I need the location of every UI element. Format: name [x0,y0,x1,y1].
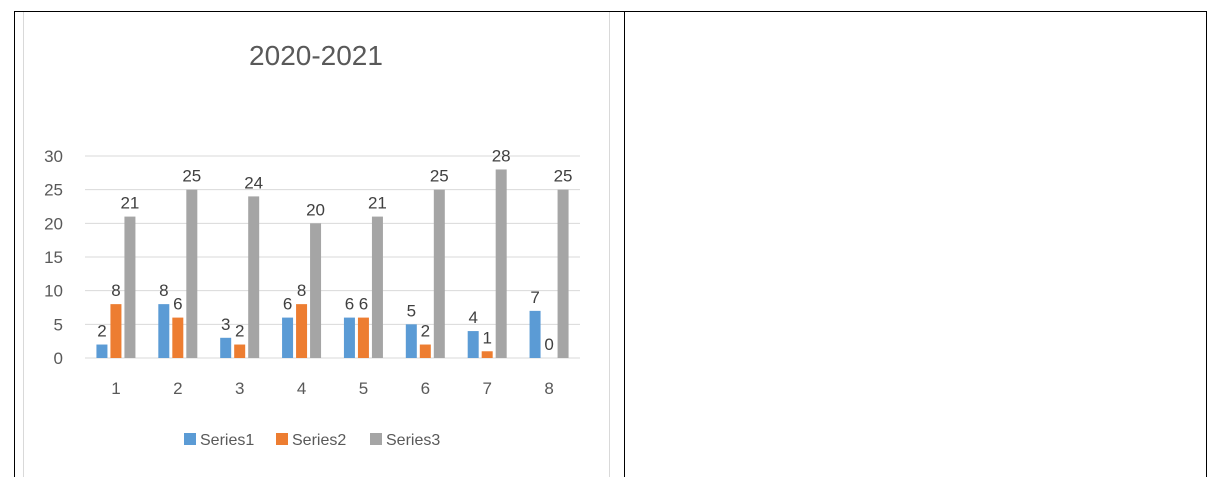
bar-series3-7 [495,169,507,358]
x-tick-label: 8 [544,379,553,398]
y-tick-label: 30 [44,147,63,166]
legend-swatch-series3 [370,433,382,445]
bar-series3-4 [310,223,322,358]
data-label: 1 [482,328,491,347]
data-label: 2 [97,322,106,341]
data-label: 8 [111,281,120,300]
bar-series2-4 [296,304,308,358]
data-label: 25 [182,167,201,186]
data-label: 3 [221,315,230,334]
bar-series1-7 [467,331,479,358]
data-label: 7 [530,288,539,307]
bar-series3-2 [186,189,198,358]
data-label: 20 [306,200,325,219]
data-label: 24 [244,173,263,192]
bar-series3-5 [371,216,383,358]
x-tick-label: 4 [297,379,306,398]
data-label: 6 [359,295,368,314]
bar-series1-1 [96,344,108,358]
data-label: 0 [544,335,553,354]
y-tick-label: 25 [44,181,63,200]
x-axis-tick-labels: 1 2 3 4 5 6 7 8 [111,379,554,398]
bar-series1-6 [405,324,417,358]
bar-series3-8 [557,189,569,358]
legend-label-series1: Series1 [200,432,254,449]
table-top-border [14,11,1207,12]
legend: Series1 Series2 Series3 [184,432,440,449]
data-label: 5 [407,301,416,320]
data-label: 8 [159,281,168,300]
x-tick-label: 2 [173,379,182,398]
bar-series2-3 [234,344,246,358]
legend-swatch-series1 [184,433,196,445]
bar-series1-5 [343,317,355,358]
legend-swatch-series2 [276,433,288,445]
x-tick-label: 7 [482,379,491,398]
data-label: 25 [554,167,573,186]
data-label: 6 [345,295,354,314]
data-label: 28 [492,146,511,165]
data-label: 8 [297,281,306,300]
data-label: 6 [283,295,292,314]
data-label: 4 [468,308,477,327]
data-label: 2 [421,322,430,341]
bar-series2-7 [481,351,493,358]
x-tick-label: 3 [235,379,244,398]
y-axis-tick-labels: 0 5 10 15 20 25 30 [44,147,63,368]
bar-series3-3 [248,196,260,358]
bar-series2-2 [172,317,184,358]
y-tick-label: 15 [44,248,63,267]
bars [96,169,569,358]
bar-series1-8 [529,310,541,358]
y-tick-label: 0 [54,349,63,368]
bar-series1-3 [220,337,232,358]
bar-series3-1 [124,216,136,358]
table-left-border [14,11,15,477]
bar-series2-1 [110,304,122,358]
bar-series1-2 [158,304,170,358]
legend-label-series3: Series3 [386,432,440,449]
y-tick-label: 10 [44,282,63,301]
x-tick-label: 1 [111,379,120,398]
chart-container[interactable]: 2020-2021 0 5 10 15 20 25 30 2 8 21 8 6 25 3 2 24 6 8 20 6… [23,12,610,477]
x-tick-label: 5 [359,379,368,398]
table-right-border [1206,11,1207,477]
y-tick-label: 20 [44,214,63,233]
y-tick-label: 5 [54,315,63,334]
table-cell-divider [624,11,625,477]
bar-series2-6 [419,344,431,358]
data-label: 21 [120,194,139,213]
data-label: 25 [430,167,449,186]
data-label: 6 [173,295,182,314]
x-tick-label: 6 [421,379,430,398]
bar-series1-4 [282,317,294,358]
bar-series2-5 [357,317,369,358]
data-label: 2 [235,322,244,341]
chart-title: 2020-2021 [249,40,383,71]
bar-series3-6 [433,189,445,358]
legend-label-series2: Series2 [292,432,346,449]
data-label: 21 [368,194,387,213]
